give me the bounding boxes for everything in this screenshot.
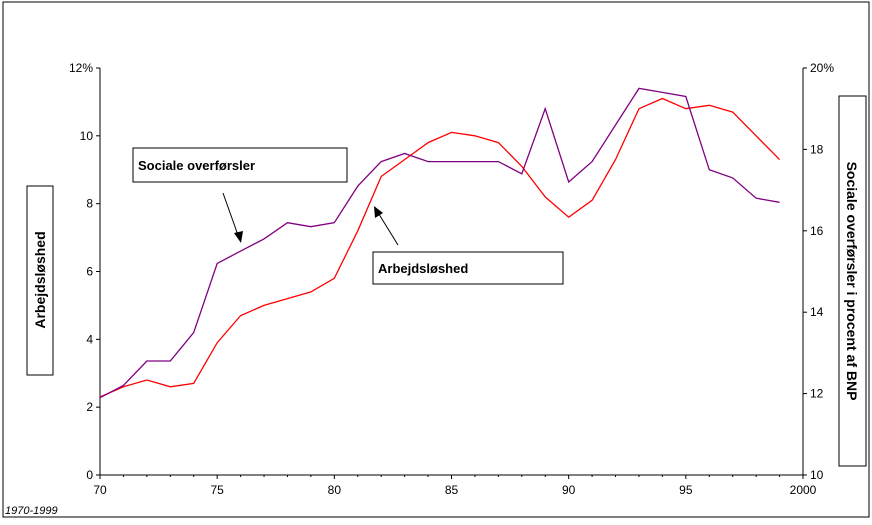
y-left-tick-label: 10 — [80, 129, 94, 143]
series-line-sociale-overforsler — [99, 87, 780, 399]
callout-sociale: Sociale overførsler — [132, 147, 348, 243]
ticks-layer: 0 2 4 6 8 10 12% 10 12 14 16 18 20% 70 75 80 85 90 95 2000 — [69, 61, 834, 497]
y-left-label-text: Arbejdsløshed — [32, 231, 48, 328]
callout-arbejd-arrow — [376, 210, 399, 246]
y-left-label: Arbejdsløshed — [26, 185, 54, 376]
x-tick-label: 90 — [562, 483, 576, 497]
y-left-tick-label: 2 — [86, 400, 93, 414]
y-right-tick-label: 16 — [810, 224, 824, 238]
series-line-arbejdsloshed — [99, 97, 781, 398]
y-left-tick-label: 8 — [86, 197, 93, 211]
x-tick-label: 95 — [679, 483, 693, 497]
y-right-tick-label: 12 — [810, 387, 824, 401]
y-right-label: Sociale overførsler i procent af BNP — [838, 95, 867, 467]
y-right-tick-label: 10 — [810, 468, 824, 482]
y-right-tick-label: 14 — [810, 305, 824, 319]
callout-sociale-arrow — [222, 192, 240, 239]
x-tick-label: 70 — [93, 483, 107, 497]
y-left-tick-label: 0 — [86, 468, 93, 482]
x-tick-label: 75 — [210, 483, 224, 497]
y-right-tick-label: 20% — [810, 61, 834, 75]
x-tick-label: 80 — [328, 483, 342, 497]
x-tick-label: 2000 — [790, 483, 817, 497]
y-left-tick-label: 4 — [86, 332, 93, 346]
y-right-label-text: Sociale overførsler i procent af BNP — [844, 162, 860, 401]
y-left-tick-label: 6 — [86, 265, 93, 279]
y-left-tick-label: 12% — [69, 61, 93, 75]
callout-sociale-arrowhead — [234, 231, 243, 243]
series-layer — [99, 87, 781, 399]
callout-arbejd-box — [372, 251, 564, 285]
x-tick-label: 85 — [445, 483, 459, 497]
y-right-label-box — [838, 95, 867, 467]
footer-years: 1970-1999 — [5, 505, 58, 517]
callout-arbejd-arrowhead — [374, 206, 383, 218]
y-right-tick-label: 18 — [810, 142, 824, 156]
callout-sociale-box — [132, 147, 348, 183]
y-left-label-box — [26, 185, 54, 376]
callout-arbejd-text: Arbejdsløshed — [378, 261, 468, 276]
callout-arbejd: Arbejdsløshed — [372, 206, 564, 285]
callout-sociale-text: Sociale overførsler — [138, 158, 255, 173]
